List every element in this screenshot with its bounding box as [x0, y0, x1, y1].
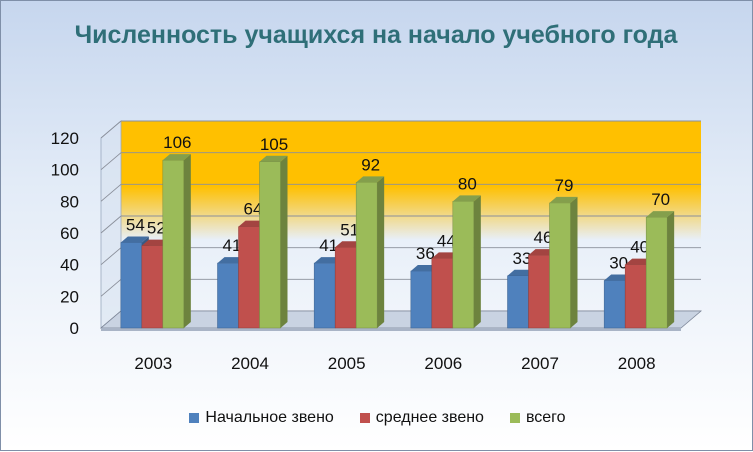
- y-tick-label: 20: [60, 287, 79, 306]
- bar-2004-2: [259, 155, 288, 329]
- bar-2008-2: [645, 211, 675, 329]
- data-label: 41: [319, 236, 338, 255]
- bar-top: [452, 195, 481, 202]
- gridline-side: [100, 278, 122, 297]
- data-label: 52: [147, 219, 166, 238]
- bar-front: [452, 201, 475, 329]
- data-label: 40: [630, 238, 649, 257]
- bar-front: [410, 270, 433, 329]
- bar-front: [120, 242, 143, 329]
- bar-front: [259, 161, 281, 329]
- data-label: 46: [534, 228, 553, 247]
- bar-front: [624, 264, 647, 329]
- legend-label: Начальное звено: [205, 409, 334, 426]
- legend-item: всего: [509, 409, 566, 427]
- bar-front: [603, 280, 626, 329]
- bar-top: [120, 236, 149, 243]
- gridline-side: [100, 215, 122, 234]
- data-label: 44: [437, 231, 456, 250]
- bar-2005-2: [355, 176, 385, 329]
- bar-front: [141, 245, 164, 329]
- x-tick-label: 2006: [424, 354, 462, 373]
- bar-side: [280, 155, 288, 328]
- chart-title: Численность учащихся на начало учебного …: [74, 21, 678, 49]
- data-label: 36: [416, 244, 435, 263]
- bar-front: [549, 202, 571, 329]
- legend-label: всего: [525, 409, 566, 426]
- gridline-side: [100, 247, 122, 266]
- legend-swatch: [509, 413, 520, 423]
- gridline-side: [100, 183, 122, 202]
- data-label: 51: [340, 220, 359, 239]
- y-tick-label: 100: [51, 161, 79, 180]
- bar-side: [570, 196, 578, 328]
- bar-front: [507, 275, 529, 329]
- y-tick-label: 60: [60, 224, 79, 243]
- bar-side: [667, 211, 675, 328]
- legend-swatch: [359, 413, 370, 423]
- bar-front: [217, 262, 239, 329]
- bar-front: [313, 262, 336, 329]
- y-tick-label: 0: [70, 319, 79, 338]
- bar-front: [645, 216, 668, 329]
- bar-front: [355, 182, 378, 329]
- x-tick-label: 2008: [618, 354, 656, 373]
- data-label: 70: [651, 190, 670, 209]
- x-tick-label: 2003: [134, 354, 172, 373]
- data-label: 33: [513, 249, 532, 268]
- chart-floor-edge: [101, 328, 681, 331]
- bar-front: [334, 247, 357, 329]
- bar-front: [528, 254, 550, 329]
- data-label: 80: [458, 174, 477, 193]
- data-label: 106: [163, 133, 191, 152]
- bar-top: [646, 211, 675, 218]
- legend-swatch: [189, 413, 200, 423]
- legend-item: среднее звено: [359, 409, 484, 427]
- bar-front: [162, 159, 185, 329]
- data-label: 92: [361, 155, 380, 174]
- bar-2003-2: [162, 154, 191, 329]
- chart-back-wall: [121, 121, 701, 240]
- legend-label: среднее звено: [375, 409, 484, 426]
- bar-side: [377, 176, 385, 328]
- chart-legend: Начальное звено среднее звено всего: [1, 409, 753, 427]
- data-label: 79: [555, 176, 574, 195]
- x-tick-label: 2007: [521, 354, 559, 373]
- bar-front: [431, 258, 454, 329]
- x-tick-label: 2005: [328, 354, 366, 373]
- bar-front: [238, 226, 260, 329]
- data-label: 30: [609, 254, 628, 273]
- bar-top: [162, 154, 191, 161]
- y-tick-label: 120: [51, 129, 79, 148]
- bar-top: [259, 155, 288, 162]
- gridline-side: [100, 152, 122, 171]
- gridline-side: [100, 120, 122, 139]
- bar-2006-2: [452, 195, 481, 329]
- data-label: 54: [126, 216, 145, 235]
- bar-side: [473, 195, 481, 328]
- data-label: 41: [223, 236, 242, 255]
- data-label: 105: [260, 135, 288, 154]
- x-tick-label: 2004: [231, 354, 269, 373]
- bar-2007-2: [549, 196, 578, 329]
- legend-item: Начальное звено: [189, 409, 334, 427]
- bar-top: [549, 196, 578, 203]
- data-label: 64: [244, 200, 263, 219]
- bar-side: [183, 154, 191, 328]
- y-tick-label: 40: [60, 256, 79, 275]
- y-tick-label: 80: [60, 192, 79, 211]
- bar-top: [356, 176, 385, 183]
